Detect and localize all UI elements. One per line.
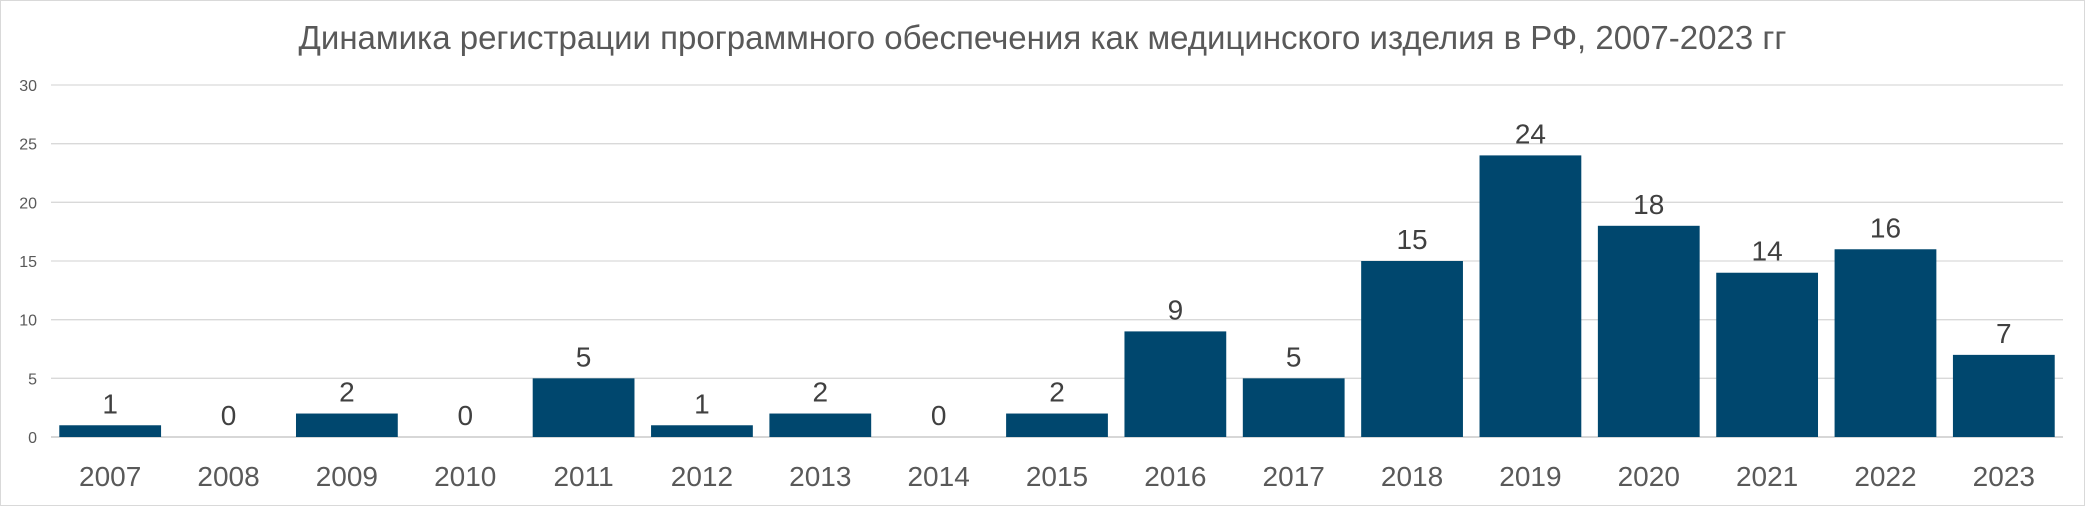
data-label: 2 <box>813 377 829 408</box>
data-label: 1 <box>694 388 710 419</box>
bar <box>1834 249 1937 437</box>
y-tick-label: 20 <box>19 195 37 212</box>
x-tick-label: 2020 <box>1618 461 1680 492</box>
bar <box>1952 354 2055 437</box>
y-tick-label: 15 <box>19 254 37 271</box>
x-tick-label: 2013 <box>789 461 851 492</box>
data-label: 15 <box>1396 224 1427 255</box>
data-label: 0 <box>931 400 947 431</box>
x-tick-label: 2010 <box>434 461 496 492</box>
data-label: 7 <box>1996 318 2012 349</box>
x-tick-label: 2017 <box>1263 461 1325 492</box>
y-tick-label: 25 <box>19 137 37 154</box>
x-tick-label: 2012 <box>671 461 733 492</box>
data-label: 9 <box>1168 294 1184 325</box>
data-label: 2 <box>339 377 355 408</box>
x-tick-label: 2021 <box>1736 461 1798 492</box>
x-tick-label: 2009 <box>316 461 378 492</box>
data-label: 16 <box>1870 212 1901 243</box>
bar <box>532 378 635 437</box>
x-tick-label: 2015 <box>1026 461 1088 492</box>
bar <box>1361 261 1463 437</box>
x-tick-label: 2011 <box>553 461 613 492</box>
x-tick-label: 2022 <box>1854 461 1916 492</box>
data-label: 18 <box>1633 189 1664 220</box>
data-label: 5 <box>1286 341 1302 372</box>
chart-title: Динамика регистрации программного обеспе… <box>298 19 1787 56</box>
bar <box>295 413 398 437</box>
x-tick-label: 2023 <box>1973 461 2035 492</box>
y-tick-label: 10 <box>19 313 37 330</box>
x-tick-label: 2018 <box>1381 461 1443 492</box>
bar <box>1242 378 1345 437</box>
bar <box>59 425 162 437</box>
bar <box>1124 331 1227 437</box>
y-tick-label: 5 <box>28 371 37 388</box>
bar <box>1479 155 1582 437</box>
data-label: 14 <box>1752 236 1783 267</box>
x-tick-label: 2007 <box>79 461 141 492</box>
x-tick-label: 2008 <box>197 461 259 492</box>
bar <box>769 413 872 437</box>
data-label: 0 <box>457 400 473 431</box>
x-tick-label: 2014 <box>907 461 969 492</box>
data-label: 5 <box>576 341 592 372</box>
x-tick-label: 2016 <box>1144 461 1206 492</box>
bar <box>1597 225 1700 437</box>
y-tick-label: 30 <box>19 78 37 95</box>
data-label: 0 <box>221 400 237 431</box>
bar <box>1716 272 1819 437</box>
data-label: 24 <box>1515 118 1546 149</box>
bar <box>651 425 753 437</box>
data-label: 1 <box>102 388 118 419</box>
data-label: 2 <box>1049 377 1065 408</box>
y-tick-label: 0 <box>28 430 37 447</box>
bar <box>1006 413 1108 437</box>
x-tick-label: 2019 <box>1499 461 1561 492</box>
